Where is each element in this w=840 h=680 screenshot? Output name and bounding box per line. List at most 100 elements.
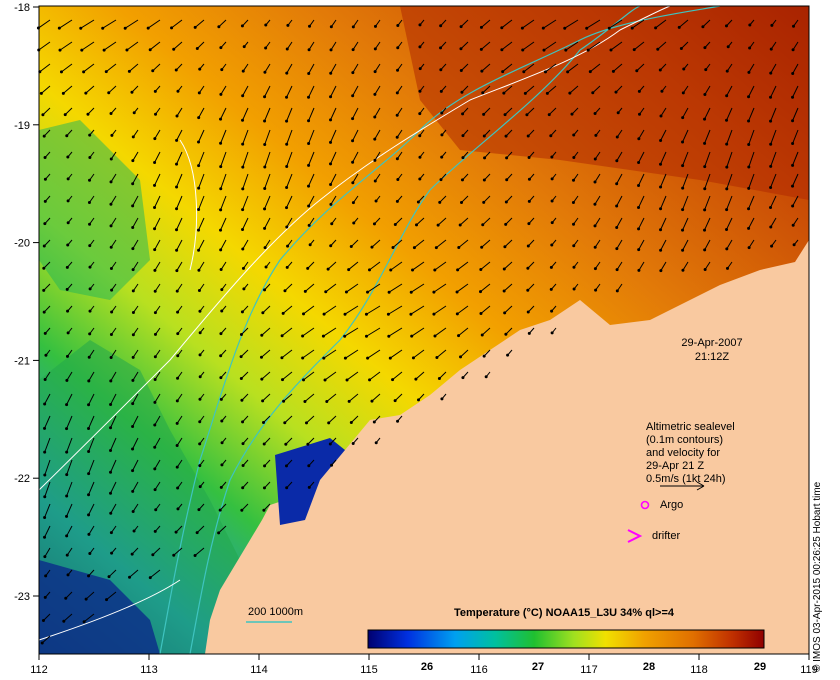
velocity-arrow [459, 19, 469, 29]
velocity-arrow [637, 173, 645, 187]
velocity-arrow [456, 261, 469, 272]
velocity-arrow [153, 195, 161, 209]
velocity-arrow [418, 107, 425, 116]
velocity-arrow [703, 195, 711, 212]
velocity-arrow [301, 327, 315, 338]
velocity-arrow [304, 415, 315, 425]
colorbar-ticks: 26 27 28 29 [421, 661, 766, 673]
velocity-arrow [281, 305, 293, 315]
lon-tick-label: 114 [250, 664, 268, 676]
velocity-arrow [703, 151, 711, 169]
velocity-arrow [396, 173, 403, 181]
velocity-arrow [435, 349, 447, 359]
velocity-arrow [479, 283, 491, 294]
velocity-arrow [197, 239, 205, 252]
velocity-arrow [637, 195, 645, 210]
velocity-arrow [570, 107, 579, 116]
velocity-arrow [725, 261, 733, 270]
velocity-arrow [527, 327, 535, 335]
velocity-arrow [109, 415, 117, 430]
velocity-arrow [43, 371, 51, 381]
velocity-arrow [372, 415, 381, 424]
velocity-arrow [703, 107, 711, 121]
velocity-arrow [330, 217, 337, 226]
velocity-arrow [615, 195, 623, 208]
velocity-arrow [550, 173, 557, 181]
velocity-arrow [364, 327, 381, 338]
velocity-arrow [262, 503, 271, 512]
velocity-arrow [39, 85, 51, 95]
velocity-arrow [197, 503, 205, 512]
velocity-arrow [432, 283, 447, 294]
velocity-arrow [395, 151, 403, 161]
velocity-arrow [616, 107, 623, 115]
velocity-arrow [88, 217, 95, 226]
velocity-arrow [748, 19, 755, 27]
velocity-arrow [329, 129, 337, 144]
velocity-arrow [241, 63, 249, 73]
velocity-arrow [109, 107, 117, 116]
velocity-arrow [306, 261, 315, 270]
velocity-arrow [415, 217, 425, 227]
velocity-arrow [550, 305, 557, 313]
velocity-arrow [412, 239, 425, 250]
velocity-arrow [502, 283, 513, 293]
velocity-arrow [110, 547, 117, 555]
time-label: 21:12Z [695, 351, 730, 363]
velocity-arrow [109, 503, 117, 515]
velocity-arrow [175, 129, 183, 142]
velocity-arrow [219, 173, 227, 191]
sealevel-contours [38, 5, 671, 641]
velocity-arrow [615, 239, 623, 251]
velocity-arrow [307, 107, 315, 123]
velocity-arrow [572, 151, 579, 159]
velocity-arrow [440, 393, 447, 401]
velocity-arrow [132, 107, 139, 115]
velocity-arrow [175, 173, 183, 189]
velocity-arrow [197, 85, 205, 95]
velocity-arrow [110, 305, 117, 314]
legend-line-4: 29-Apr 21 Z [646, 460, 704, 472]
velocity-arrow [418, 19, 425, 27]
velocity-arrow [43, 547, 51, 559]
velocity-arrow [480, 239, 491, 249]
velocity-arrow [220, 437, 227, 445]
velocity-arrow [526, 305, 535, 314]
velocity-arrow [523, 85, 535, 95]
velocity-arrow [681, 85, 689, 95]
velocity-arrow [307, 63, 315, 75]
velocity-arrow [307, 217, 315, 227]
velocity-arrow [352, 217, 359, 225]
velocity-arrow [638, 107, 645, 116]
velocity-arrow [284, 437, 293, 446]
velocity-arrow [87, 349, 95, 359]
velocity-arrow [725, 129, 733, 146]
velocity-arrow [370, 239, 381, 249]
velocity-arrow [479, 261, 491, 272]
velocity-arrow [566, 63, 579, 74]
velocity-arrow [440, 151, 447, 159]
velocity-arrow [411, 349, 425, 360]
velocity-arrow [682, 63, 689, 71]
lat-tick-label: -23 [14, 591, 30, 603]
velocity-arrow [176, 327, 183, 336]
velocity-arrow [241, 107, 249, 122]
velocity-arrow [522, 63, 535, 74]
legend-line-1: Altimetric sealevel [646, 421, 735, 433]
velocity-arrow [526, 283, 535, 292]
velocity-arrow [88, 173, 95, 182]
velocity-arrow [434, 239, 447, 250]
velocity-arrow [747, 107, 755, 123]
velocity-arrow [542, 41, 557, 52]
velocity-arrow [549, 261, 557, 269]
velocity-arrow [725, 217, 733, 231]
velocity-arrow [42, 129, 51, 138]
velocity-arrow [373, 129, 381, 141]
velocity-arrow [607, 19, 623, 30]
velocity-arrow [329, 151, 337, 166]
velocity-arrow [550, 151, 557, 159]
velocity-arrow [131, 415, 139, 429]
velocity-arrow [283, 283, 293, 293]
velocity-arrow [391, 371, 403, 382]
velocity-arrow [527, 217, 535, 226]
